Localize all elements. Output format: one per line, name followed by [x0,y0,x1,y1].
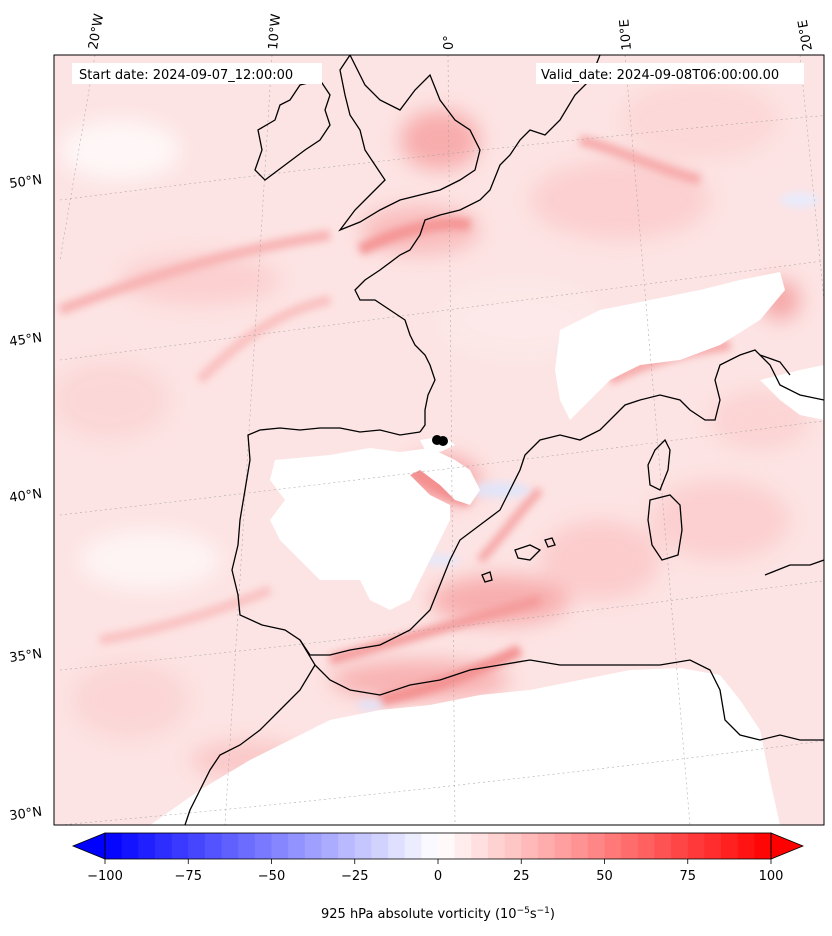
colorbar-segment [271,833,289,859]
colorbar-segment [571,833,589,859]
colorbar-segment [204,833,223,859]
colorbar-segment [504,833,522,859]
colorbar-segment [471,833,489,859]
lat-label-50n: 50°N [8,173,43,192]
colorbar-segment [321,833,339,859]
colorbar-segment [421,833,439,859]
colorbar-segment [388,833,406,859]
colorbar-segment [354,833,372,859]
longitude-labels: 20°W 10°W 0° 10°E 20°E [86,13,816,52]
colorbar-segment [371,833,389,859]
lon-label-0: 0° [442,35,457,50]
lat-label-45n: 45°N [8,331,43,350]
colorbar-segment [154,833,173,859]
lat-label-35n: 35°N [8,647,43,666]
colorbar-segment [754,833,772,859]
colorbar-segment [121,833,139,859]
colorbar-segment [671,833,689,859]
colorbar-tick-label: 0 [434,869,442,884]
colorbar-tick-label: 100 [759,869,784,884]
colorbar-segment [438,833,456,859]
storm-center-dot [432,435,448,446]
lon-label-10e: 10°E [617,19,635,51]
colorbar-segment [105,833,123,859]
colorbar-segment [138,833,156,859]
colorbar-min-extend-arrow [71,832,106,860]
lat-label-40n: 40°N [8,487,43,506]
colorbar-segments [105,833,772,859]
colorbar-ticks: −100 −75 −50 −25 0 25 50 75 100 [87,859,783,884]
start-date-label: Start date: 2024-09-07_12:00:00 [79,68,293,83]
colorbar-tick-label: −100 [87,869,123,884]
colorbar-tick-label: −25 [341,869,368,884]
colorbar-segment [687,833,705,859]
colorbar-tick-label: 50 [596,869,613,884]
colorbar-segment [737,833,755,859]
colorbar-segment [521,833,539,859]
colorbar-segment [621,833,639,859]
colorbar-segment [188,833,206,859]
colorbar-segment [288,833,306,859]
colorbar-segment [554,833,572,859]
masked-terrain-regions [150,272,824,825]
colorbar-segment [338,833,356,859]
lon-label-20w: 20°W [86,13,107,51]
graticule [59,55,824,825]
latitude-labels: 50°N 45°N 40°N 35°N 30°N [8,173,43,824]
colorbar-segment [487,833,506,859]
coastlines [184,55,824,825]
colorbar-tick-label: −50 [258,869,285,884]
colorbar-segment [587,833,606,859]
colorbar-segment [604,833,622,859]
colorbar-segment [721,833,739,859]
colorbar-segment [221,833,239,859]
colorbar-segment [304,833,323,859]
colorbar-tick-label: 25 [513,869,530,884]
colorbar-segment [171,833,189,859]
colorbar-segment [654,833,672,859]
colorbar: −100 −75 −50 −25 0 25 50 75 100 925 hPa absolute… [71,832,805,922]
map-panel: Start date: 2024-09-07_12:00:00 Valid_da… [54,55,824,825]
valid-date-label: Valid_date: 2024-09-08T06:00:00.00 [541,68,779,83]
lon-label-10w: 10°W [266,13,284,50]
colorbar-segment [637,833,656,859]
colorbar-segment [537,833,556,859]
colorbar-label: 925 hPa absolute vorticity (10−5s−1) [321,906,555,922]
valid-date-box: Valid_date: 2024-09-08T06:00:00.00 [536,63,804,84]
colorbar-segment [238,833,256,859]
lon-label-20e: 20°E [796,19,816,52]
colorbar-tick-label: −75 [175,869,202,884]
colorbar-tick-label: 75 [679,869,696,884]
start-date-box: Start date: 2024-09-07_12:00:00 [72,63,322,84]
colorbar-max-extend-arrow [770,832,805,860]
colorbar-segment [404,833,422,859]
map-frame [53,54,825,826]
colorbar-segment [454,833,472,859]
colorbar-segment [704,833,722,859]
colorbar-segment [254,833,273,859]
lat-label-30n: 30°N [8,805,43,824]
